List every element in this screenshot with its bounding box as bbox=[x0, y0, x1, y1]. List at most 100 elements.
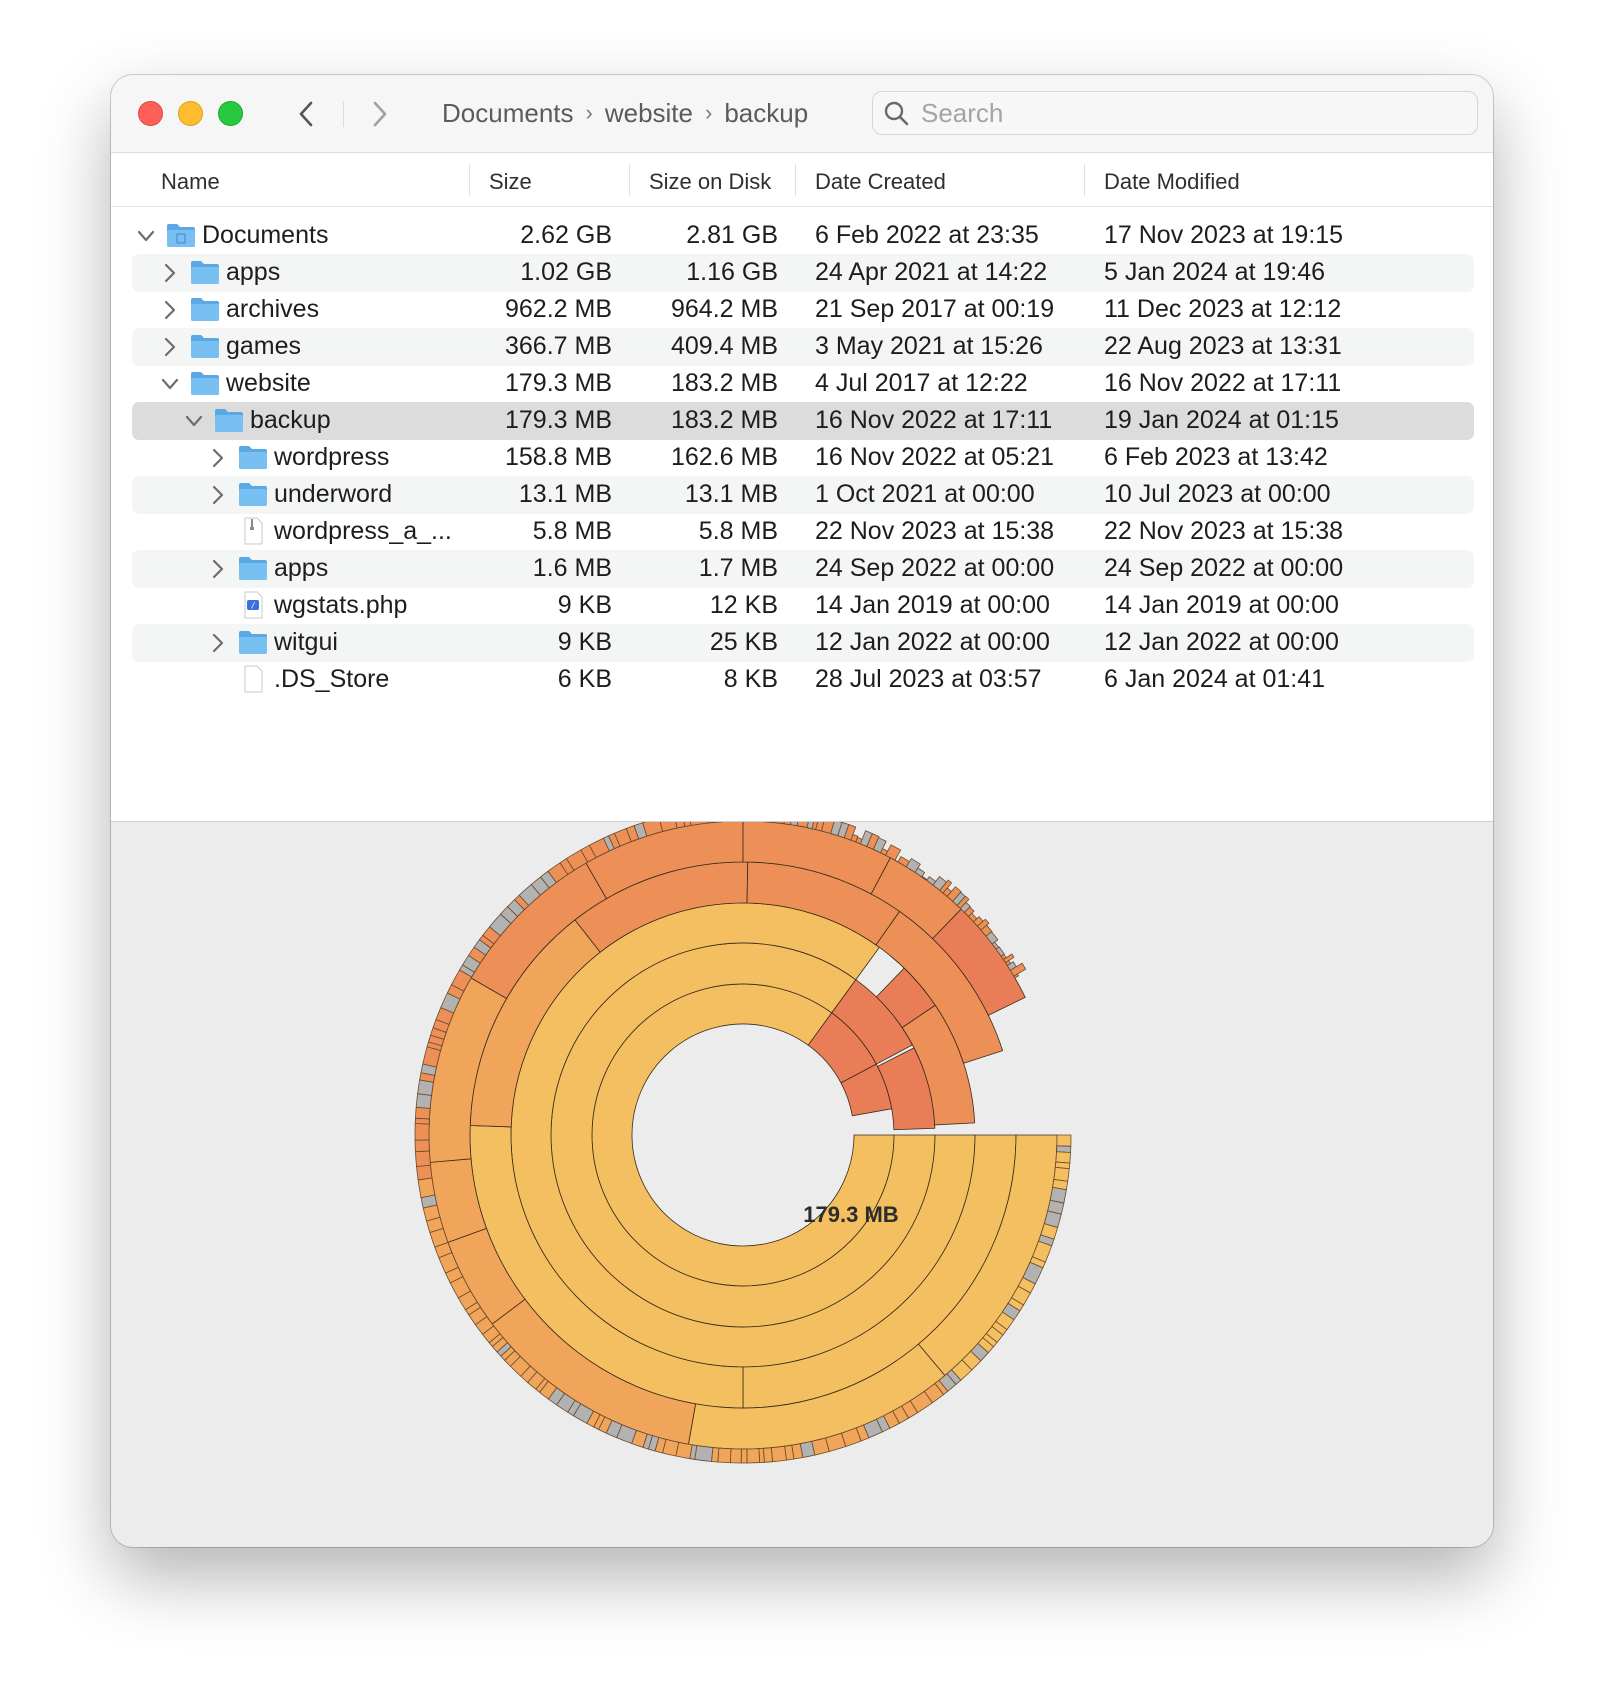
file-size-on-disk: 183.2 MB bbox=[670, 406, 778, 434]
sunburst-tick-segment[interactable] bbox=[717, 1447, 732, 1464]
column-name[interactable]: Name bbox=[161, 169, 220, 194]
sunburst-tick-segment[interactable] bbox=[1056, 1134, 1072, 1147]
file-size: 1.6 MB bbox=[532, 554, 612, 582]
disclosure-chevron-down-icon[interactable] bbox=[160, 373, 180, 395]
nav-divider bbox=[343, 101, 344, 127]
file-size: 179.3 MB bbox=[504, 406, 612, 434]
breadcrumb-item-backup[interactable]: backup bbox=[724, 97, 809, 128]
sunburst-tick-segment[interactable] bbox=[416, 1164, 433, 1181]
disclosure-chevron-right-icon[interactable] bbox=[208, 558, 228, 580]
sunburst-tick-segment[interactable] bbox=[414, 1139, 430, 1153]
disclosure-chevron-right-icon[interactable] bbox=[160, 262, 180, 284]
file-size-on-disk: 162.6 MB bbox=[670, 443, 778, 471]
file-size-on-disk: 5.8 MB bbox=[698, 517, 778, 545]
file-row[interactable]: / wgstats.php 9 KB 12 KB 14 Jan 2019 at 00:0… bbox=[132, 587, 1474, 625]
search-input[interactable] bbox=[919, 96, 1443, 130]
svg-text:/: / bbox=[251, 601, 256, 610]
file-row[interactable]: .DS_Store 6 KB 8 KB 28 Jul 2023 at 03:57 6 J… bbox=[132, 661, 1474, 699]
breadcrumb: Documents › website › backup bbox=[442, 93, 808, 133]
zoom-window-button[interactable] bbox=[218, 101, 243, 126]
file-date-created: 28 Jul 2023 at 03:57 bbox=[815, 665, 1042, 693]
search-field[interactable] bbox=[872, 91, 1478, 135]
sunburst-tick-segment[interactable] bbox=[414, 1123, 430, 1141]
sunburst-tick-segment[interactable] bbox=[415, 1150, 431, 1167]
column-divider[interactable] bbox=[795, 164, 796, 196]
column-divider[interactable] bbox=[1084, 164, 1085, 196]
close-window-button[interactable] bbox=[138, 101, 163, 126]
file-row[interactable]: Documents 2.62 GB 2.81 GB 6 Feb 2022 at 23:… bbox=[132, 217, 1474, 255]
disclosure-chevron-right-icon[interactable] bbox=[208, 484, 228, 506]
file-row[interactable]: website 179.3 MB 183.2 MB 4 Jul 2017 at 12:… bbox=[132, 365, 1474, 403]
file-name: games bbox=[226, 332, 302, 360]
disclosure-chevron-down-icon[interactable] bbox=[136, 225, 156, 247]
file-row[interactable]: witgui 9 KB 25 KB 12 Jan 2022 at 00:00 12 Ja… bbox=[132, 624, 1474, 662]
file-size: 13.1 MB bbox=[518, 480, 612, 508]
file-date-created: 16 Nov 2022 at 05:21 bbox=[815, 443, 1055, 471]
disclosure-chevron-right-icon[interactable] bbox=[160, 336, 180, 358]
sunburst-tick-segment[interactable] bbox=[729, 1448, 742, 1464]
file-date-created: 14 Jan 2019 at 00:00 bbox=[815, 591, 1050, 619]
sunburst-tick-segment[interactable] bbox=[415, 1093, 432, 1109]
sunburst-tick-segment[interactable] bbox=[1013, 973, 1020, 979]
column-size[interactable]: Size bbox=[489, 169, 532, 194]
sunburst-tick-segment[interactable] bbox=[417, 1177, 436, 1199]
file-size: 158.8 MB bbox=[504, 443, 612, 471]
file-size-on-disk: 964.2 MB bbox=[670, 295, 778, 323]
file-date-modified: 6 Jan 2024 at 01:41 bbox=[1104, 665, 1326, 693]
breadcrumb-item-website[interactable]: website bbox=[604, 97, 693, 128]
disclosure-chevron-right-icon[interactable] bbox=[160, 299, 180, 321]
file-name: wgstats.php bbox=[274, 591, 408, 619]
file-name: apps bbox=[226, 258, 281, 286]
file-row[interactable]: wordpress 158.8 MB 162.6 MB 16 Nov 2022 at … bbox=[132, 439, 1474, 477]
file-size-on-disk: 1.16 GB bbox=[686, 258, 778, 286]
breadcrumb-item-documents[interactable]: Documents bbox=[442, 97, 574, 128]
folder-icon bbox=[191, 298, 219, 321]
file-size: 9 KB bbox=[557, 628, 612, 656]
file-size: 6 KB bbox=[557, 665, 612, 693]
minimize-window-button[interactable] bbox=[178, 101, 203, 126]
sunburst-tick-segment[interactable] bbox=[746, 1448, 761, 1464]
file-name: wordpress bbox=[274, 443, 390, 471]
column-date-created[interactable]: Date Created bbox=[815, 169, 946, 194]
file-name: apps bbox=[274, 554, 329, 582]
sunburst-tick-segment[interactable] bbox=[740, 1448, 748, 1464]
sunburst-tick-segment[interactable] bbox=[694, 1445, 714, 1462]
file-date-modified: 6 Feb 2023 at 13:42 bbox=[1104, 443, 1328, 471]
forward-button[interactable] bbox=[363, 95, 397, 133]
sunburst-tick-segment[interactable] bbox=[415, 1106, 431, 1120]
column-divider[interactable] bbox=[629, 164, 630, 196]
file-size: 9 KB bbox=[557, 591, 612, 619]
file-size-on-disk: 13.1 MB bbox=[684, 480, 778, 508]
file-row[interactable]: apps 1.02 GB 1.16 GB 24 Apr 2021 at 14:22 5 … bbox=[132, 254, 1474, 292]
back-button[interactable] bbox=[289, 95, 323, 133]
sunburst-tick-segment[interactable] bbox=[1055, 1151, 1071, 1164]
generic-file-icon bbox=[244, 665, 263, 693]
search-icon bbox=[884, 101, 909, 126]
file-size-on-disk: 8 KB bbox=[723, 665, 778, 693]
file-date-created: 22 Nov 2023 at 15:38 bbox=[815, 517, 1055, 545]
file-row[interactable]: archives 962.2 MB 964.2 MB 21 Sep 2017 at 0… bbox=[132, 291, 1474, 329]
file-size-on-disk: 183.2 MB bbox=[670, 369, 778, 397]
file-row[interactable]: underword 13.1 MB 13.1 MB 1 Oct 2021 at 00:… bbox=[132, 476, 1474, 514]
sunburst-chart[interactable] bbox=[111, 806, 1493, 1547]
file-row[interactable]: apps 1.6 MB 1.7 MB 24 Sep 2022 at 00:00 24 S… bbox=[132, 550, 1474, 588]
column-divider[interactable] bbox=[469, 164, 470, 196]
disclosure-chevron-right-icon[interactable] bbox=[208, 447, 228, 469]
column-size-on-disk[interactable]: Size on Disk bbox=[649, 169, 772, 194]
php-file-icon: / bbox=[244, 591, 263, 619]
disclosure-chevron-right-icon[interactable] bbox=[208, 632, 228, 654]
file-row[interactable]: games 366.7 MB 409.4 MB 3 May 2021 at 15:26… bbox=[132, 328, 1474, 366]
file-size: 179.3 MB bbox=[504, 369, 612, 397]
documents-folder-icon bbox=[167, 224, 195, 247]
titlebar: Documents › website › backup bbox=[111, 75, 1493, 153]
file-row[interactable]: wordpress_a_... 5.8 MB 5.8 MB 22 Nov 2023 a… bbox=[132, 513, 1474, 551]
sunburst-tick-segment[interactable] bbox=[762, 1447, 773, 1463]
file-date-modified: 12 Jan 2022 at 00:00 bbox=[1104, 628, 1339, 656]
file-date-created: 16 Nov 2022 at 17:11 bbox=[815, 406, 1053, 434]
file-row[interactable]: backup 179.3 MB 183.2 MB 16 Nov 2022 at 17:… bbox=[132, 402, 1474, 440]
column-date-modified[interactable]: Date Modified bbox=[1104, 169, 1240, 194]
disclosure-chevron-down-icon[interactable] bbox=[184, 410, 204, 432]
sunburst-tick-segment[interactable] bbox=[770, 1445, 787, 1463]
file-date-modified: 16 Nov 2022 at 17:11 bbox=[1104, 369, 1342, 397]
sunburst-tick-segment[interactable] bbox=[1053, 1166, 1070, 1182]
